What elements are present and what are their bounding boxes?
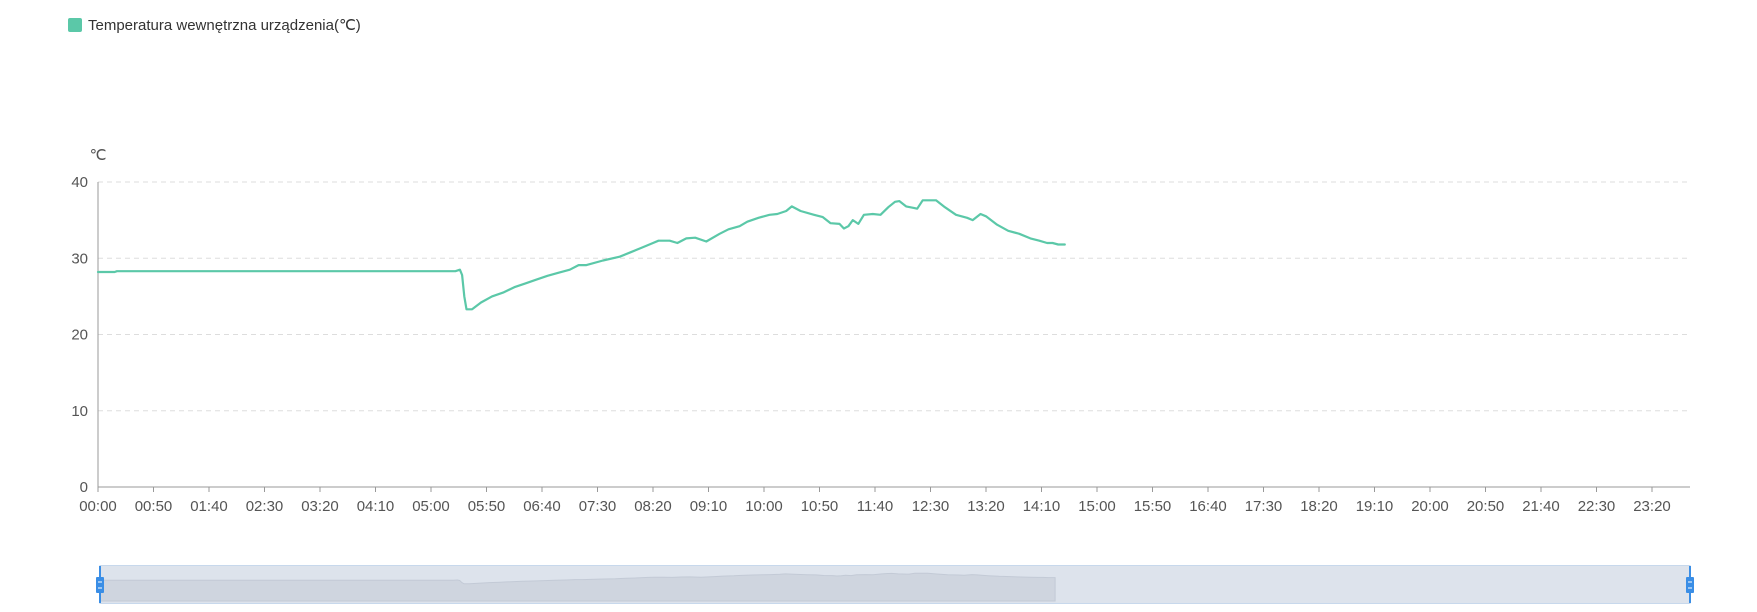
x-tick-label: 05:50 [468, 498, 506, 515]
y-tick-label: 0 [80, 479, 88, 496]
legend-item[interactable]: Temperatura wewnętrzna urządzenia(℃) [68, 16, 361, 34]
x-tick-label: 04:10 [357, 498, 395, 515]
x-tick-label: 00:50 [135, 498, 173, 515]
x-tick-label: 17:30 [1245, 498, 1283, 515]
series-line [96, 199, 1066, 311]
x-tick-label: 06:40 [523, 498, 561, 515]
y-tick-label: 30 [71, 250, 88, 267]
x-tick-label: 22:30 [1578, 498, 1616, 515]
x-tick-label: 20:00 [1411, 498, 1449, 515]
zoom-handle-grip-left[interactable] [96, 577, 104, 593]
x-tick-label: 02:30 [246, 498, 284, 515]
x-tick-label: 00:00 [79, 498, 117, 515]
y-tick-label: 20 [71, 327, 88, 344]
x-tick-label: 01:40 [190, 498, 228, 515]
zoom-handle-grip-right[interactable] [1686, 577, 1694, 593]
legend-swatch [68, 18, 82, 32]
x-tick-label: 15:50 [1134, 498, 1172, 515]
y-axis-unit: ℃ [90, 147, 107, 164]
x-tick-label: 05:00 [412, 498, 450, 515]
x-tick-label: 20:50 [1467, 498, 1505, 515]
y-tick-label: 10 [71, 403, 88, 420]
x-tick-label: 10:50 [801, 498, 839, 515]
legend-label: Temperatura wewnętrzna urządzenia(℃) [88, 17, 361, 34]
x-tick-label: 16:40 [1189, 498, 1227, 515]
x-tick-label: 21:40 [1522, 498, 1560, 515]
x-tick-label: 15:00 [1078, 498, 1116, 515]
x-tick-label: 14:10 [1023, 498, 1061, 515]
x-tick-label: 11:40 [857, 498, 893, 515]
x-tick-label: 12:30 [912, 498, 950, 515]
x-tick-label: 08:20 [634, 498, 672, 515]
x-tick-label: 10:00 [745, 498, 783, 515]
x-tick-label: 03:20 [301, 498, 339, 515]
y-tick-label: 40 [71, 174, 88, 191]
x-tick-label: 07:30 [579, 498, 617, 515]
x-tick-label: 09:10 [690, 498, 728, 515]
x-tick-label: 19:10 [1356, 498, 1394, 515]
x-tick-label: 13:20 [967, 498, 1005, 515]
x-tick-label: 23:20 [1633, 498, 1671, 515]
zoom-data-shadow [99, 572, 1056, 602]
x-tick-label: 18:20 [1300, 498, 1338, 515]
